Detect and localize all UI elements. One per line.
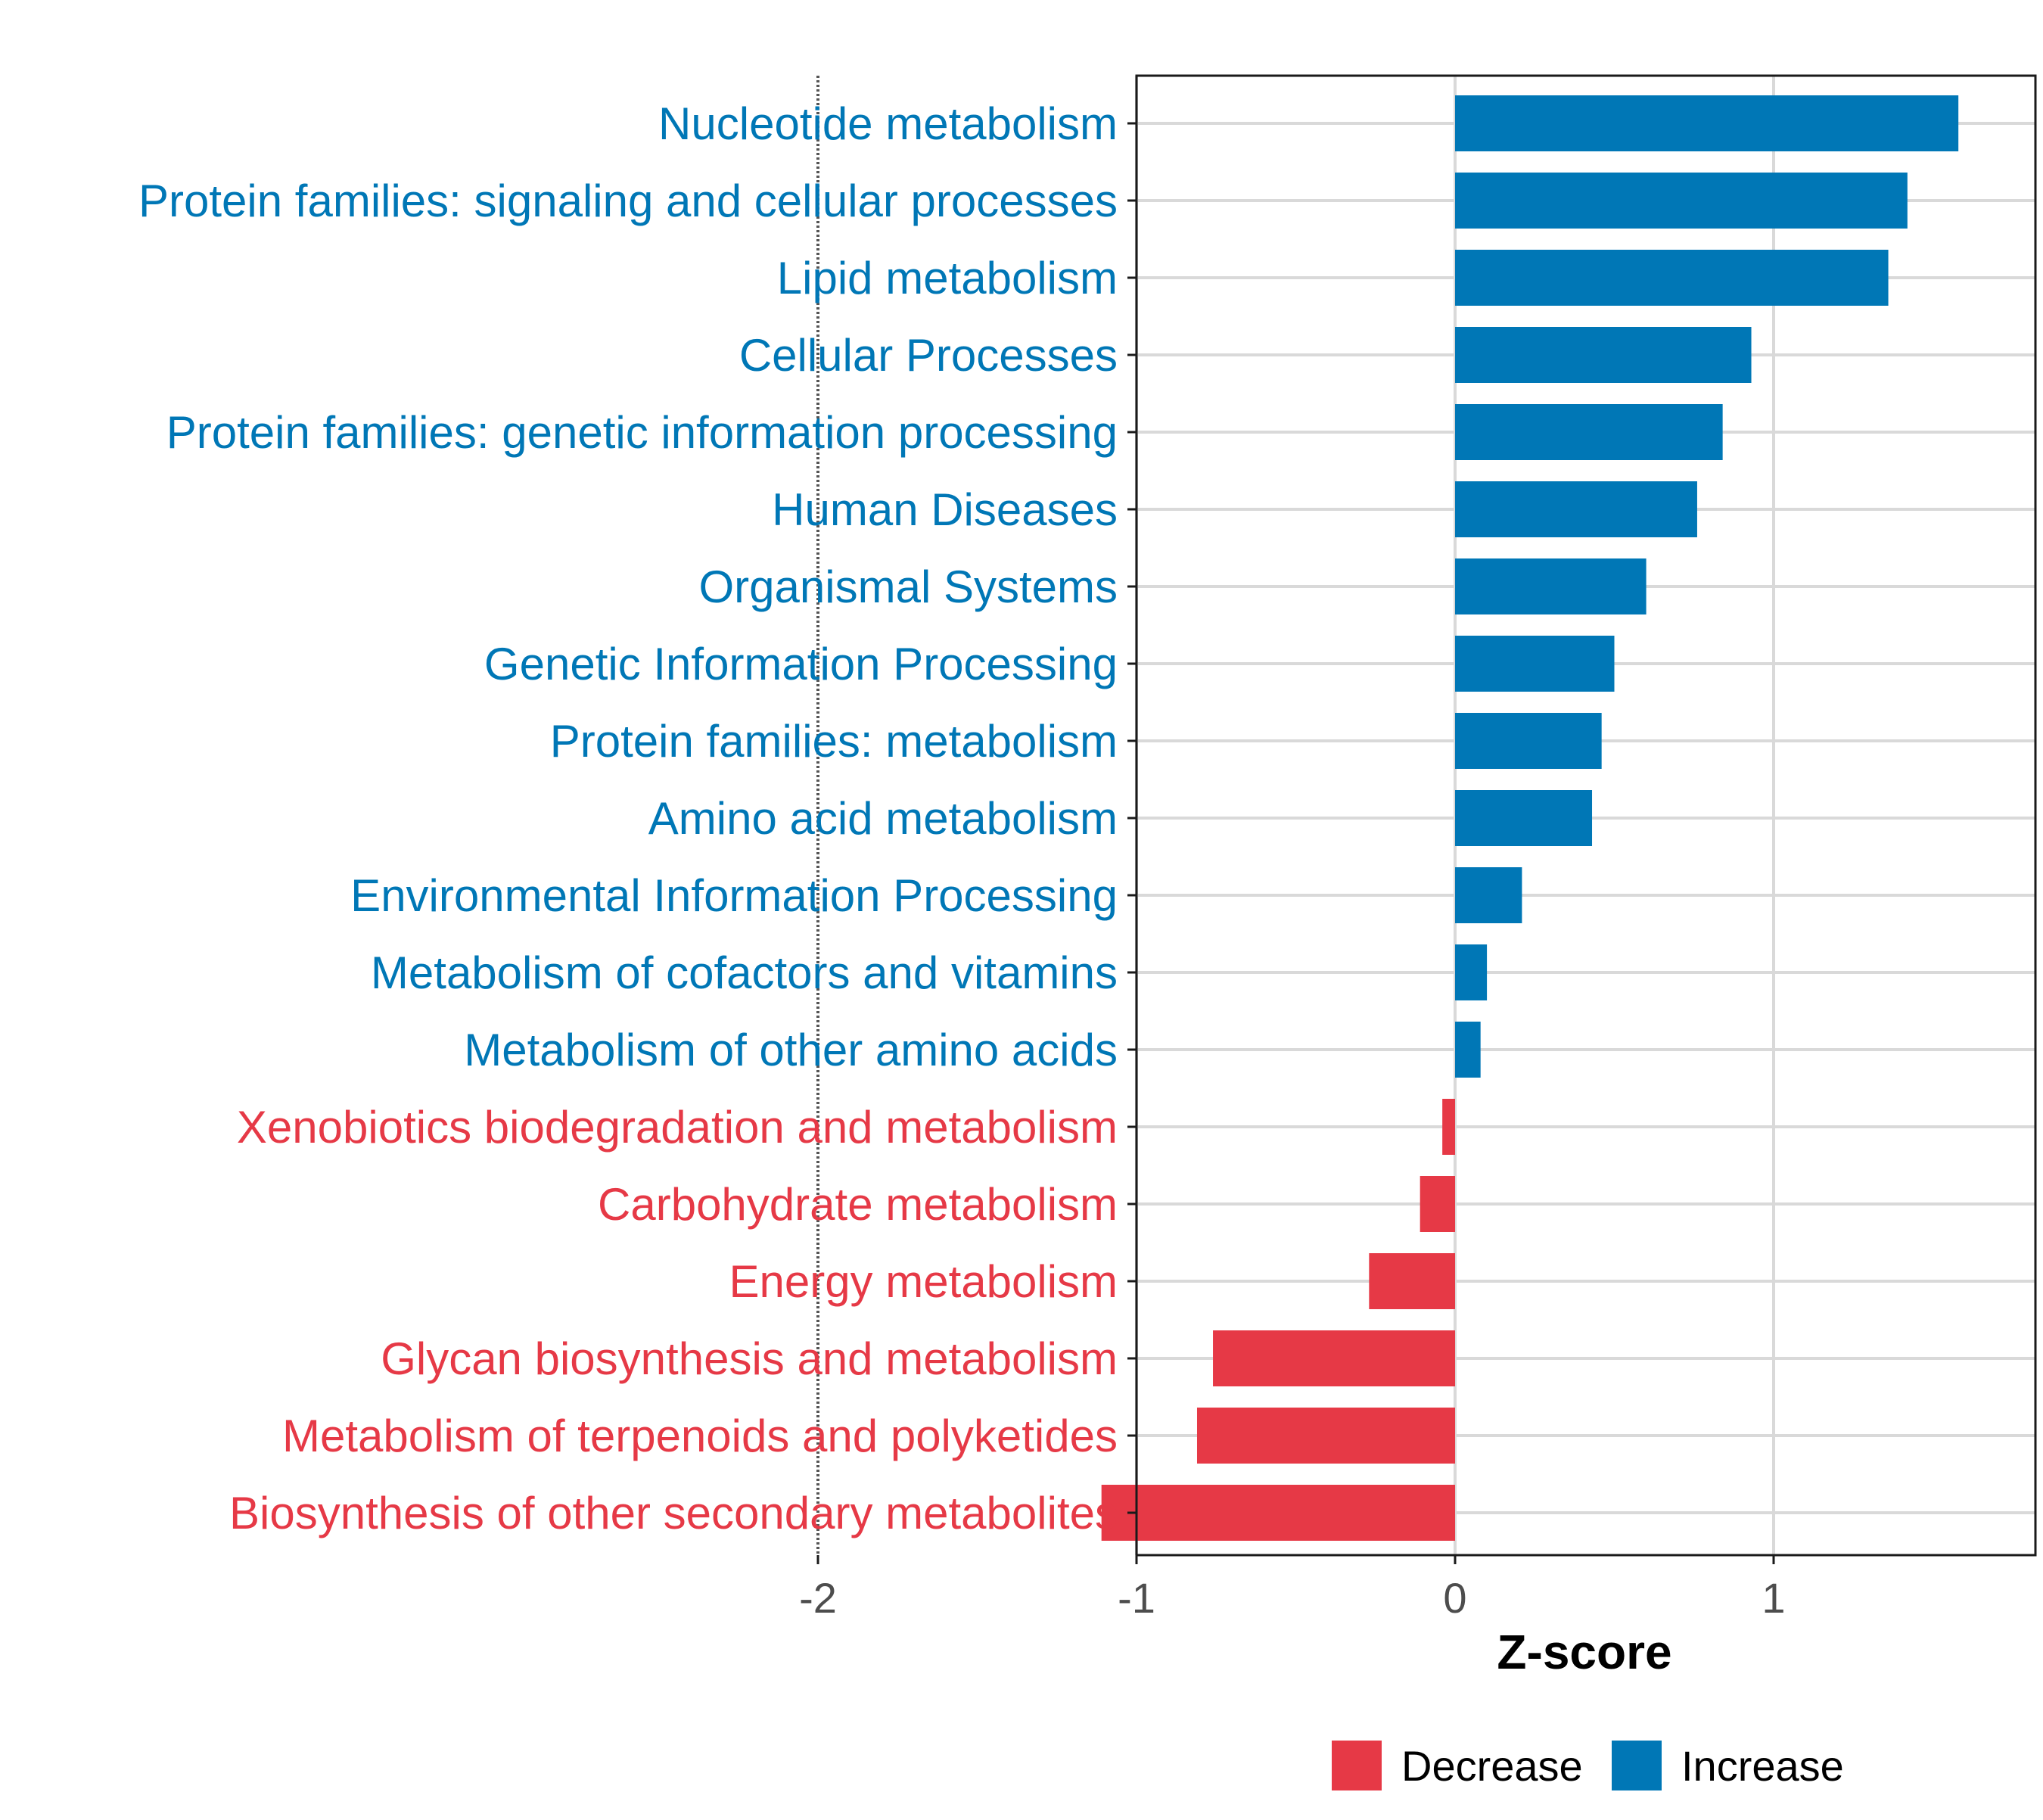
legend-swatch-increase — [1612, 1741, 1662, 1790]
y-tick-label: Human Diseases — [772, 484, 1118, 535]
bar — [1455, 558, 1647, 614]
y-tick-label: Amino acid metabolism — [648, 793, 1118, 844]
bar — [1455, 944, 1488, 1000]
legend-swatch-decrease — [1332, 1741, 1382, 1790]
bar — [1455, 95, 1959, 151]
bar — [1455, 867, 1522, 923]
legend-label-decrease: Decrease — [1401, 1742, 1583, 1790]
bar — [1455, 790, 1593, 846]
y-tick-label: Environmental Information Processing — [350, 870, 1118, 921]
y-tick-label: Xenobiotics biodegradation and metabolis… — [237, 1102, 1118, 1153]
x-tick-label: -2 — [799, 1574, 837, 1622]
bar — [1455, 327, 1752, 383]
y-tick-label: Protein families: metabolism — [550, 716, 1118, 767]
bar — [1455, 636, 1615, 692]
y-tick-label: Biosynthesis of other secondary metaboli… — [229, 1488, 1118, 1538]
bar — [1455, 404, 1723, 460]
x-axis-ticks: -2-1012 — [799, 1555, 1786, 1622]
y-tick-label: Metabolism of cofactors and vitamins — [371, 947, 1118, 998]
legend: Decrease Increase — [1332, 1741, 1844, 1790]
bar — [1196, 1408, 1455, 1464]
y-tick-label: Lipid metabolism — [777, 253, 1118, 303]
y-tick-label: Metabolism of terpenoids and polyketides — [282, 1411, 1118, 1461]
bar — [1455, 481, 1697, 537]
y-tick-label: Genetic Information Processing — [484, 639, 1118, 689]
bar — [1213, 1330, 1455, 1386]
y-tick-label: Organismal Systems — [699, 562, 1118, 612]
y-tick-label: Protein families: genetic information pr… — [166, 407, 1118, 458]
bar — [1101, 1485, 1455, 1541]
bar — [1455, 713, 1602, 769]
y-tick-label: Nucleotide metabolism — [658, 98, 1118, 149]
y-tick-label: Carbohydrate metabolism — [598, 1179, 1118, 1230]
plot-panel-border — [1135, 74, 2037, 1557]
bar — [1455, 250, 1889, 306]
bar — [1442, 1099, 1455, 1155]
y-tick-label: Cellular Processes — [739, 330, 1118, 381]
x-tick-label: 1 — [1762, 1574, 1785, 1622]
y-tick-label: Energy metabolism — [729, 1256, 1118, 1307]
bars — [1101, 95, 1959, 1541]
bar — [1369, 1253, 1455, 1309]
bar — [1420, 1176, 1455, 1232]
y-axis-ticks: Nucleotide metabolism Protein families: s… — [138, 98, 1137, 1538]
y-tick-label: Metabolism of other amino acids — [464, 1025, 1118, 1075]
bar — [1455, 1022, 1481, 1078]
x-tick-label: -1 — [1118, 1574, 1155, 1622]
legend-label-increase: Increase — [1681, 1742, 1844, 1790]
x-tick-label: 0 — [1443, 1574, 1466, 1622]
bar — [1455, 173, 1908, 229]
y-tick-label: Glycan biosynthesis and metabolism — [381, 1333, 1118, 1384]
y-tick-label: Protein families: signaling and cellular… — [138, 176, 1118, 226]
x-axis-title: Z-score — [1497, 1625, 1671, 1679]
